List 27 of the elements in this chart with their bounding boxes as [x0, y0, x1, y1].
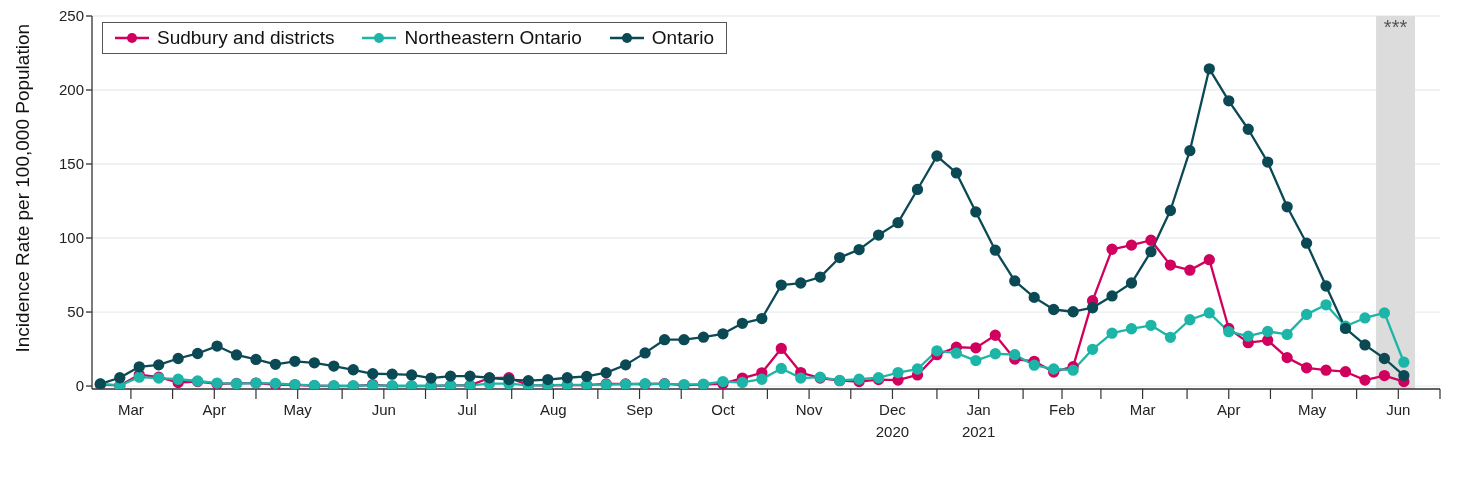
x-tick-label: Feb: [1049, 401, 1075, 418]
x-tick-label: Jan 2021: [961, 401, 996, 440]
x-tick-label: Apr: [202, 401, 226, 418]
x-tick-label: Jul: [457, 401, 477, 418]
x-tick-label: Dec 2020: [875, 401, 910, 440]
legend-label: Sudbury and districts: [156, 27, 335, 49]
y-tick-label: 150: [58, 155, 84, 173]
y-tick-label: 50: [67, 303, 84, 321]
x-tick-label: May: [283, 401, 313, 418]
legend-label: Ontario: [650, 27, 715, 49]
x-tick-label: Nov: [795, 401, 823, 418]
x-tick-label: May: [1297, 401, 1327, 418]
y-tick-label: 0: [75, 377, 84, 395]
legend-label: Northeastern Ontario: [403, 27, 582, 49]
x-tick-label: Mar: [117, 401, 144, 418]
band-label: ***: [1383, 16, 1408, 39]
x-tick-label: Jun: [371, 401, 396, 418]
x-tick-label: Mar: [1129, 401, 1156, 418]
x-tick-label: Sep: [626, 401, 653, 418]
y-tick-label: 200: [58, 81, 84, 99]
x-tick-label: Oct: [711, 401, 736, 418]
y-tick-label: 250: [58, 7, 84, 25]
x-tick-label: Apr: [1217, 401, 1241, 418]
y-tick-label: 100: [58, 229, 84, 247]
x-tick-label: Jun: [1386, 401, 1411, 418]
x-tick-label: Aug: [540, 401, 567, 418]
y-axis-title: Incidence Rate per 100,000 Population: [11, 23, 33, 353]
